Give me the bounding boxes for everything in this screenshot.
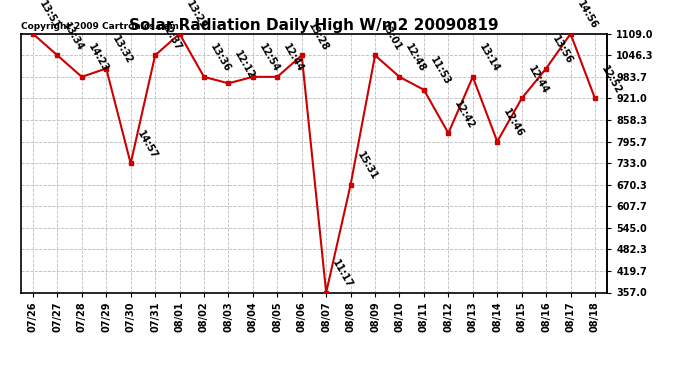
Text: 11:17: 11:17 <box>331 258 355 290</box>
Text: 12:44: 12:44 <box>526 64 550 96</box>
Text: 12:52: 12:52 <box>599 64 623 96</box>
Text: 13:28: 13:28 <box>306 21 330 53</box>
Text: 13:01: 13:01 <box>380 21 404 53</box>
Text: 13:14: 13:14 <box>477 42 501 74</box>
Text: 13:34: 13:34 <box>61 21 86 53</box>
Text: Copyright 2009 Cartronics.com: Copyright 2009 Cartronics.com <box>21 22 179 31</box>
Text: 14:56: 14:56 <box>575 0 599 31</box>
Text: 12:54: 12:54 <box>257 42 282 74</box>
Text: 12:42: 12:42 <box>453 99 477 130</box>
Text: 13:32: 13:32 <box>110 34 135 66</box>
Text: 13:51: 13:51 <box>37 0 61 31</box>
Text: 12:44: 12:44 <box>282 42 306 74</box>
Text: 11:53: 11:53 <box>428 55 452 87</box>
Text: 14:57: 14:57 <box>135 129 159 161</box>
Text: 13:56: 13:56 <box>550 34 575 66</box>
Text: 12:48: 12:48 <box>404 42 428 74</box>
Text: 12:12: 12:12 <box>233 49 257 81</box>
Text: 15:31: 15:31 <box>355 150 379 182</box>
Text: 12:46: 12:46 <box>502 107 526 139</box>
Text: 13:36: 13:36 <box>208 42 233 74</box>
Title: Solar Radiation Daily High W/m2 20090819: Solar Radiation Daily High W/m2 20090819 <box>129 18 499 33</box>
Text: 13:29: 13:29 <box>184 0 208 31</box>
Text: 12:37: 12:37 <box>159 21 184 53</box>
Text: 14:23: 14:23 <box>86 42 110 74</box>
